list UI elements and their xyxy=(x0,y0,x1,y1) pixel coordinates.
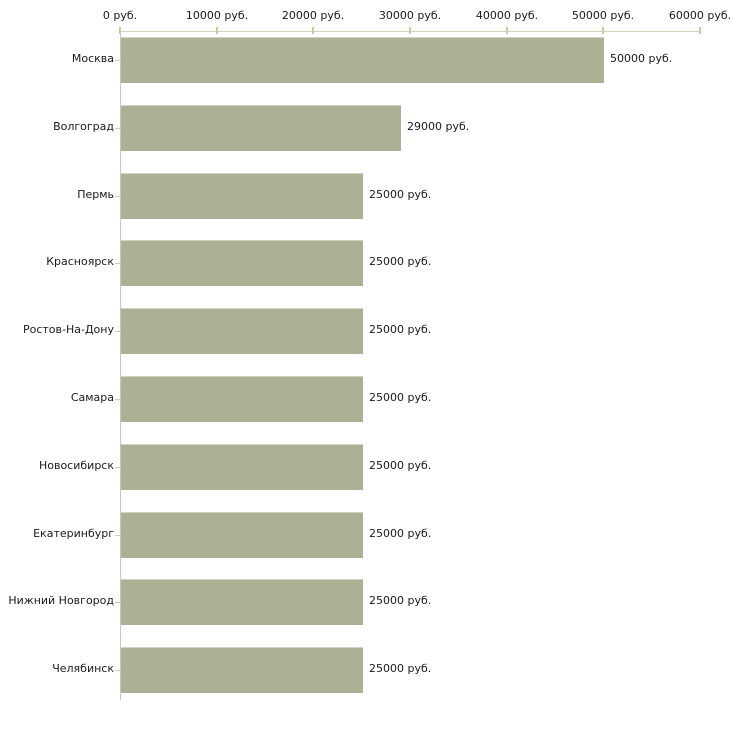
category-tick xyxy=(115,670,121,671)
category-label: Самара xyxy=(70,391,114,404)
category-label: Новосибирск xyxy=(38,459,114,472)
x-axis-tick xyxy=(506,27,508,34)
x-axis-tick-label: 40000 руб. xyxy=(475,9,539,22)
category-label: Москва xyxy=(71,52,114,65)
bar xyxy=(121,579,363,625)
bar-value-label: 25000 руб. xyxy=(369,188,432,201)
category-tick xyxy=(115,467,121,468)
x-axis-tick xyxy=(216,27,218,34)
bar xyxy=(121,105,401,151)
bar-value-label: 25000 руб. xyxy=(369,255,432,268)
category-label: Волгоград xyxy=(53,120,114,133)
category-tick xyxy=(115,399,121,400)
bar-value-label: 25000 руб. xyxy=(369,391,432,404)
category-label: Нижний Новгород xyxy=(8,594,114,607)
category-label: Пермь xyxy=(77,188,114,201)
category-label: Челябинск xyxy=(52,662,114,675)
x-axis-tick-label: 20000 руб. xyxy=(281,9,345,22)
category-tick xyxy=(115,331,121,332)
x-axis-tick xyxy=(602,27,604,34)
category-tick xyxy=(115,128,121,129)
bar xyxy=(121,173,363,219)
bar xyxy=(121,647,363,693)
x-axis-tick xyxy=(699,27,701,34)
bar xyxy=(121,37,604,83)
y-axis-line xyxy=(120,31,121,700)
x-axis-tick-label: 60000 руб. xyxy=(668,9,730,22)
bar-value-label: 29000 руб. xyxy=(407,120,470,133)
x-axis-tick-label: 50000 руб. xyxy=(571,9,635,22)
category-tick xyxy=(115,60,121,61)
bar-value-label: 25000 руб. xyxy=(369,459,432,472)
bar xyxy=(121,376,363,422)
bar xyxy=(121,240,363,286)
category-label: Екатеринбург xyxy=(33,527,114,540)
bar-value-label: 25000 руб. xyxy=(369,527,432,540)
bar-value-label: 25000 руб. xyxy=(369,662,432,675)
category-tick xyxy=(115,196,121,197)
bar xyxy=(121,444,363,490)
category-label: Красноярск xyxy=(46,255,114,268)
bar-value-label: 25000 руб. xyxy=(369,323,432,336)
category-tick xyxy=(115,535,121,536)
x-axis-tick-label: 0 руб. xyxy=(102,9,138,22)
category-tick xyxy=(115,263,121,264)
x-axis-tick xyxy=(409,27,411,34)
bar-value-label: 50000 руб. xyxy=(610,52,673,65)
bar xyxy=(121,308,363,354)
bar xyxy=(121,512,363,558)
x-axis-tick xyxy=(119,27,121,34)
category-tick xyxy=(115,602,121,603)
category-label: Ростов-На-Дону xyxy=(22,323,114,336)
x-axis-tick-label: 10000 руб. xyxy=(185,9,249,22)
bar-value-label: 25000 руб. xyxy=(369,594,432,607)
x-axis-tick xyxy=(312,27,314,34)
x-axis-tick-label: 30000 руб. xyxy=(378,9,442,22)
